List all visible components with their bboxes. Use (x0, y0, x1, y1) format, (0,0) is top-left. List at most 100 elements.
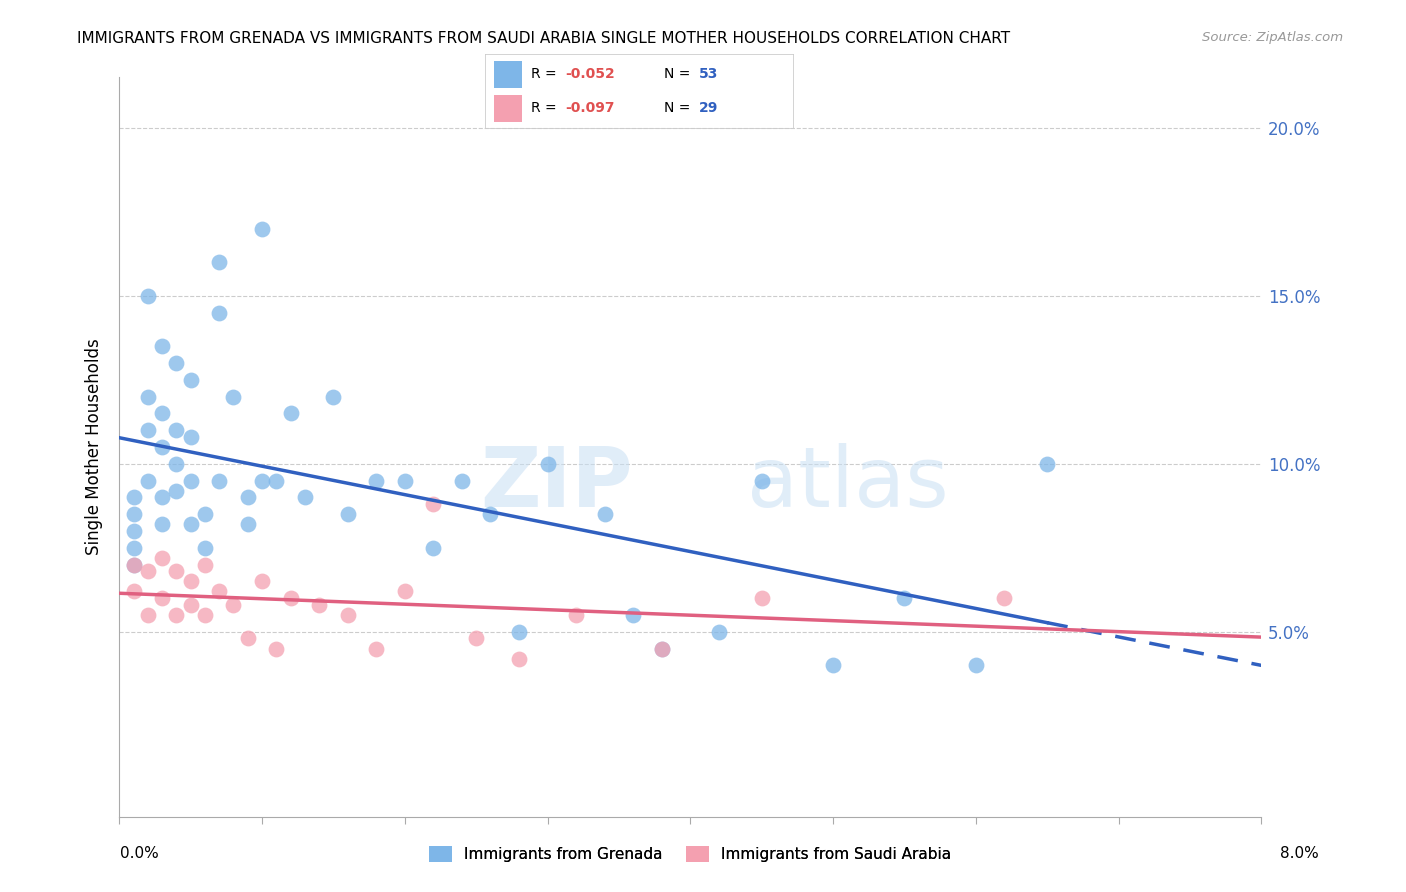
Text: N =: N = (665, 67, 695, 81)
Point (508, 651, 530, 665)
Point (122, 507, 145, 521)
Point (266, 474, 288, 488)
Point (236, 517, 259, 532)
Point (122, 584, 145, 599)
Point (893, 591, 915, 606)
Point (165, 607, 187, 622)
Point (450, 474, 472, 488)
Point (136, 289, 159, 303)
Point (122, 541, 145, 555)
Point (122, 558, 145, 572)
Point (651, 641, 673, 656)
Point (280, 591, 302, 606)
Point (122, 558, 145, 572)
Point (250, 474, 273, 488)
Point (180, 430, 202, 444)
Point (366, 641, 388, 656)
Point (593, 507, 616, 521)
Point (621, 607, 644, 622)
Point (136, 607, 159, 622)
Point (565, 607, 588, 622)
Point (993, 591, 1015, 606)
Text: 53: 53 (699, 67, 718, 81)
Point (180, 373, 202, 387)
Point (208, 305, 231, 319)
Text: atlas: atlas (748, 443, 949, 524)
Point (165, 457, 187, 471)
Point (136, 390, 159, 404)
Text: N =: N = (665, 101, 695, 115)
Point (821, 658, 844, 673)
Point (336, 507, 359, 521)
Point (250, 574, 273, 589)
Text: 29: 29 (699, 101, 718, 115)
Point (536, 457, 558, 471)
Point (150, 339, 173, 353)
Point (394, 474, 416, 488)
Text: R =: R = (531, 101, 561, 115)
Point (194, 507, 217, 521)
Point (336, 607, 359, 622)
Point (266, 641, 288, 656)
Y-axis label: Single Mother Households: Single Mother Households (86, 339, 103, 556)
Point (150, 550, 173, 565)
Point (394, 584, 416, 599)
Text: ZIP: ZIP (481, 443, 633, 524)
Point (150, 406, 173, 420)
Text: IMMIGRANTS FROM GRENADA VS IMMIGRANTS FROM SAUDI ARABIA SINGLE MOTHER HOUSEHOLDS: IMMIGRANTS FROM GRENADA VS IMMIGRANTS FR… (77, 31, 1011, 46)
Point (508, 624, 530, 639)
Point (165, 356, 187, 370)
Point (422, 541, 444, 555)
Text: 0.0%: 0.0% (120, 847, 159, 861)
Point (122, 491, 145, 505)
Point (194, 558, 217, 572)
Point (236, 632, 259, 646)
Point (294, 491, 316, 505)
Point (1036, 457, 1059, 471)
Point (236, 491, 259, 505)
Point (751, 474, 773, 488)
Point (150, 491, 173, 505)
Point (479, 507, 502, 521)
Point (122, 524, 145, 538)
Text: 8.0%: 8.0% (1279, 847, 1319, 861)
Point (366, 474, 388, 488)
Text: -0.052: -0.052 (565, 67, 616, 81)
Point (150, 591, 173, 606)
Bar (495, 62, 522, 87)
Point (150, 517, 173, 532)
Point (751, 591, 773, 606)
Point (165, 564, 187, 578)
Point (194, 607, 217, 622)
Point (707, 624, 730, 639)
Point (150, 440, 173, 454)
Point (180, 574, 202, 589)
Point (651, 641, 673, 656)
Point (222, 390, 245, 404)
Point (180, 474, 202, 488)
Text: -0.097: -0.097 (565, 101, 614, 115)
Point (165, 423, 187, 437)
Point (180, 598, 202, 612)
Legend: Immigrants from Grenada, Immigrants from Saudi Arabia: Immigrants from Grenada, Immigrants from… (423, 839, 957, 868)
Point (422, 497, 444, 511)
Point (208, 584, 231, 599)
Point (465, 632, 488, 646)
Point (208, 474, 231, 488)
Text: R =: R = (531, 67, 561, 81)
Point (280, 406, 302, 420)
Point (208, 255, 231, 269)
Point (136, 564, 159, 578)
Point (965, 658, 987, 673)
Point (180, 517, 202, 532)
Point (308, 598, 330, 612)
Bar (495, 95, 522, 122)
Point (250, 221, 273, 235)
Point (322, 390, 344, 404)
Point (136, 474, 159, 488)
Point (136, 423, 159, 437)
Point (222, 598, 245, 612)
Text: Source: ZipAtlas.com: Source: ZipAtlas.com (1202, 31, 1343, 45)
Point (165, 483, 187, 498)
Point (194, 541, 217, 555)
